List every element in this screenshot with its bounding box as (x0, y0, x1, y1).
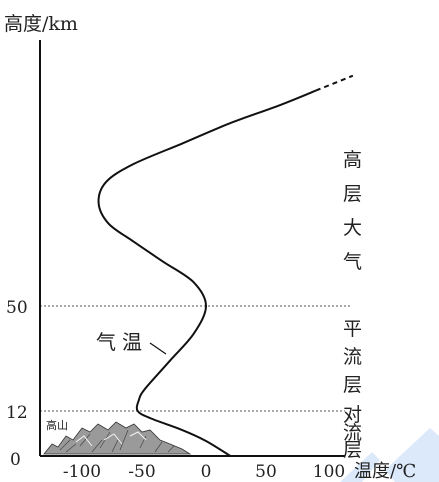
curve-label-leader (149, 342, 167, 355)
layer-tropo-char-1: 对 (343, 404, 362, 426)
temperature-curve (97, 89, 317, 457)
temperature-curve-extension (315, 74, 354, 92)
layer-strat-char-2: 流 (343, 346, 362, 368)
layer-strat-char-1: 平 (343, 318, 362, 340)
curve-label: 气温 (96, 330, 148, 354)
layer-tropo-char-3: 层 (343, 439, 362, 461)
y-tick-12: 12 (6, 403, 28, 423)
y-axis-label: 高度/km (4, 13, 78, 35)
x-tick-0: 0 (201, 462, 212, 482)
layer-upper-char-4: 气 (343, 251, 362, 273)
axes (39, 40, 345, 457)
layer-upper-atmosphere: 高 层 大 气 (343, 149, 362, 273)
x-tick-50: 50 (255, 462, 277, 482)
y-tick-labels: 0 12 50 (6, 298, 28, 470)
layer-upper-char-1: 高 (343, 149, 362, 171)
x-tick-minus50: -50 (128, 462, 155, 482)
mountain-label: 高山 (46, 418, 68, 432)
x-tick-minus100: -100 (63, 462, 101, 482)
layer-tropo-char-2: 流 (343, 422, 362, 444)
mountain-illustration: 高山 (43, 418, 192, 455)
layer-troposphere: 对 流 层 (343, 404, 362, 461)
x-axis-label: 温度/℃ (354, 461, 416, 482)
y-tick-50: 50 (6, 298, 28, 318)
layer-strat-char-3: 层 (343, 374, 362, 396)
y-tick-0: 0 (10, 450, 21, 470)
x-tick-labels: -100 -50 0 50 100 (63, 462, 345, 482)
layer-upper-char-2: 层 (343, 183, 362, 205)
watermark (340, 428, 439, 482)
x-tick-100: 100 (313, 462, 345, 482)
layer-stratosphere: 平 流 层 (343, 318, 362, 396)
layer-upper-char-3: 大 (343, 217, 362, 239)
